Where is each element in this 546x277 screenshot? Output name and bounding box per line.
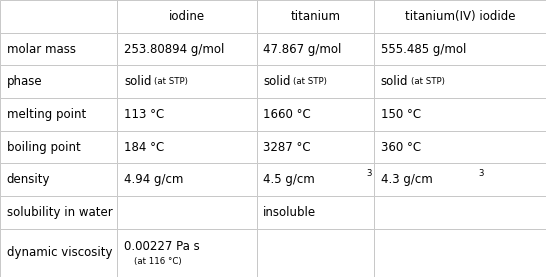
Bar [374, 131, 546, 163]
Bar [374, 33, 546, 65]
Text: 4.3 g/cm: 4.3 g/cm [381, 173, 432, 186]
Text: 1660 °C: 1660 °C [263, 108, 311, 121]
Text: 0.00227 Pa s: 0.00227 Pa s [124, 240, 200, 253]
Bar [374, 163, 546, 196]
Text: 3: 3 [478, 169, 484, 178]
Text: 113 °C: 113 °C [124, 108, 164, 121]
Bar [257, 0, 374, 33]
Bar [0, 98, 117, 131]
Bar [257, 33, 374, 65]
Bar [374, 0, 546, 33]
Text: 4.94 g/cm: 4.94 g/cm [124, 173, 183, 186]
Text: 150 °C: 150 °C [381, 108, 420, 121]
Bar [257, 65, 374, 98]
Text: 47.867 g/mol: 47.867 g/mol [263, 43, 342, 55]
Text: boiling point: boiling point [7, 141, 80, 153]
Bar [0, 0, 117, 33]
Text: 3287 °C: 3287 °C [263, 141, 311, 153]
Bar [117, 98, 257, 131]
Text: melting point: melting point [7, 108, 86, 121]
Bar [0, 163, 117, 196]
Text: solid: solid [381, 75, 408, 88]
Bar [257, 229, 374, 277]
Text: 360 °C: 360 °C [381, 141, 420, 153]
Bar [257, 98, 374, 131]
Text: solid: solid [124, 75, 151, 88]
Bar [117, 33, 257, 65]
Bar [0, 229, 117, 277]
Text: iodine: iodine [169, 10, 205, 23]
Bar [117, 196, 257, 229]
Bar [0, 65, 117, 98]
Text: titanium: titanium [290, 10, 340, 23]
Text: (at STP): (at STP) [411, 77, 444, 86]
Text: 253.80894 g/mol: 253.80894 g/mol [124, 43, 224, 55]
Text: solid: solid [263, 75, 290, 88]
Text: titanium(IV) iodide: titanium(IV) iodide [405, 10, 515, 23]
Text: 4.5 g/cm: 4.5 g/cm [263, 173, 315, 186]
Bar [374, 229, 546, 277]
Bar [257, 131, 374, 163]
Bar [117, 229, 257, 277]
Bar [374, 65, 546, 98]
Text: insoluble: insoluble [263, 206, 316, 219]
Bar [0, 131, 117, 163]
Bar [117, 0, 257, 33]
Bar [374, 98, 546, 131]
Text: molar mass: molar mass [7, 43, 75, 55]
Text: 184 °C: 184 °C [124, 141, 164, 153]
Bar [117, 65, 257, 98]
Bar [0, 196, 117, 229]
Text: phase: phase [7, 75, 42, 88]
Bar [117, 131, 257, 163]
Text: density: density [7, 173, 50, 186]
Text: (at 116 °C): (at 116 °C) [134, 257, 181, 266]
Text: solubility in water: solubility in water [7, 206, 112, 219]
Bar [257, 196, 374, 229]
Bar [0, 33, 117, 65]
Bar [117, 163, 257, 196]
Text: 3: 3 [366, 169, 372, 178]
Text: (at STP): (at STP) [154, 77, 188, 86]
Bar [374, 196, 546, 229]
Text: (at STP): (at STP) [293, 77, 327, 86]
Text: 555.485 g/mol: 555.485 g/mol [381, 43, 466, 55]
Bar [257, 163, 374, 196]
Text: dynamic viscosity: dynamic viscosity [7, 247, 112, 259]
